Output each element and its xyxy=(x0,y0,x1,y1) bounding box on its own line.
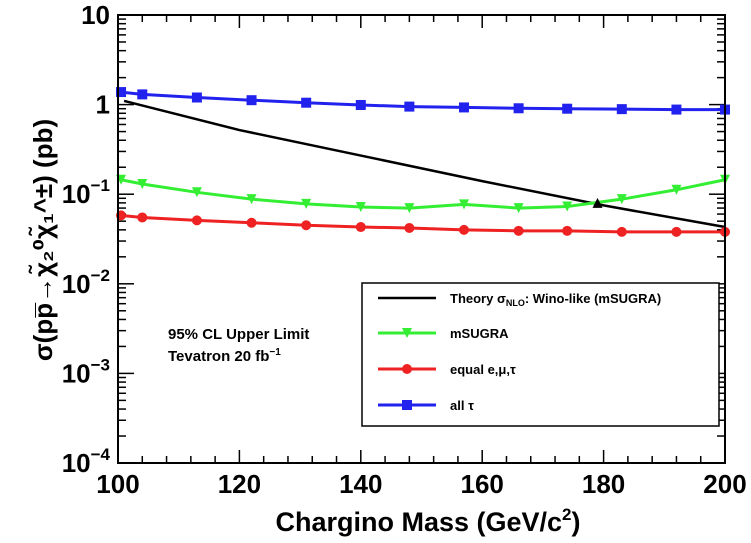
all-tau-point xyxy=(513,103,524,114)
y-tick-label: 1 xyxy=(96,90,110,120)
equal-emutau-point xyxy=(562,225,573,236)
all-tau-point xyxy=(137,89,148,100)
all-tau-point xyxy=(616,104,627,115)
theory-line xyxy=(123,99,726,229)
y-axis-title: σ(pp̅→χ̃₂⁰χ̃₁^±) (pb) xyxy=(28,119,58,361)
equal-emutau-point xyxy=(137,212,148,223)
legend-msugra-label: mSUGRA xyxy=(450,326,509,341)
legend-theory-label: Theory σNLO: Wino-like (mSUGRA) xyxy=(450,291,661,308)
msugra-point xyxy=(458,199,469,210)
all-tau-point xyxy=(116,87,127,98)
equal-emutau-point xyxy=(458,224,469,235)
all-tau-line xyxy=(120,90,725,112)
msugra-point xyxy=(137,178,148,189)
legend: Theory σNLO: Wino-like (mSUGRA) mSUGRA eq… xyxy=(361,282,720,427)
equal-emutau-point xyxy=(301,220,312,231)
legend-frame xyxy=(361,282,720,427)
msugra-point xyxy=(301,198,312,209)
equal-emutau-point xyxy=(513,225,524,236)
legend-all-tau-marker xyxy=(402,400,412,410)
annotation-cl: 95% CL Upper Limit xyxy=(168,326,309,343)
msugra-point xyxy=(191,187,202,198)
equal-emutau-line xyxy=(120,213,725,234)
legend-equal-emutau-label: equal e,μ,τ xyxy=(450,362,516,377)
all-tau-point xyxy=(562,103,573,114)
equal-emutau-point xyxy=(355,222,366,233)
x-tick-label: 160 xyxy=(461,469,504,499)
equal-emutau-point xyxy=(671,226,682,237)
equal-emutau-point xyxy=(191,215,202,226)
x-tick-label: 200 xyxy=(703,469,746,499)
all-tau-point xyxy=(191,92,202,103)
msugra-line xyxy=(120,178,726,210)
all-tau-point xyxy=(301,97,312,108)
msugra-point xyxy=(355,201,366,212)
msugra-point xyxy=(513,203,524,214)
msugra-point xyxy=(562,201,573,212)
plot-frame xyxy=(117,14,726,464)
y-tick-label: 10 xyxy=(81,0,110,30)
all-tau-point xyxy=(404,101,415,112)
all-tau-point xyxy=(355,99,366,110)
msugra-point xyxy=(616,194,627,205)
msugra-point xyxy=(246,194,257,205)
legend-equal-emutau-marker xyxy=(402,364,412,374)
legend-all-tau-label: all τ xyxy=(450,398,474,413)
x-tick-label: 140 xyxy=(339,469,382,499)
y-tick-label: 10−4 xyxy=(62,445,111,478)
equal-emutau-point xyxy=(404,222,415,233)
all-tau-point xyxy=(458,102,469,113)
all-tau-point xyxy=(671,104,682,115)
msugra-point xyxy=(404,203,415,214)
legend-msugra-marker xyxy=(402,328,412,338)
x-tick-label: 100 xyxy=(96,469,139,499)
y-tick-label: 10−3 xyxy=(62,355,110,388)
equal-emutau-point xyxy=(616,226,627,237)
all-tau-point xyxy=(246,95,257,106)
intersection-marker xyxy=(592,197,603,208)
y-tick-label: 10−2 xyxy=(62,266,110,299)
x-axis-title: Chargino Mass (GeV/c2) xyxy=(275,505,580,537)
y-tick-label: 10−1 xyxy=(62,176,110,209)
x-tick-label: 180 xyxy=(582,469,625,499)
annotation-luminosity: Tevatron 20 fb−1 xyxy=(168,347,281,365)
msugra-point xyxy=(671,184,682,195)
equal-emutau-point xyxy=(246,217,257,228)
x-tick-label: 120 xyxy=(218,469,261,499)
